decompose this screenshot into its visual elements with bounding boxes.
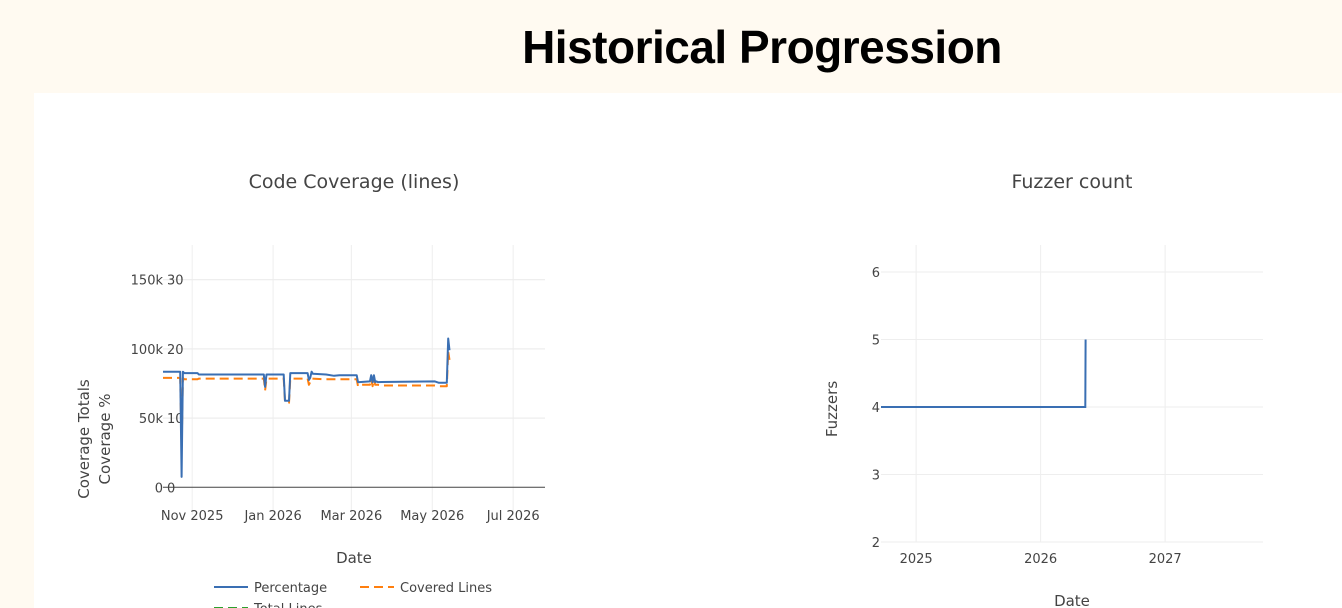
- y-tick-label-percentage: 30: [167, 274, 184, 289]
- charts-panel: Code Coverage (lines) Nov 2025 Jan 2026 Ma…: [34, 93, 1342, 608]
- chart-title: Fuzzer count: [1011, 171, 1132, 193]
- page-title: Historical Progression: [522, 21, 1002, 73]
- legend-item: Total Lines: [253, 602, 323, 608]
- y-tick-label-percentage: 0: [167, 481, 175, 496]
- y-tick-label-percentage: 10: [167, 412, 184, 427]
- y-tick-label-totals: 150k: [131, 274, 164, 289]
- series-line-fuzzers: [881, 339, 1087, 408]
- y-tick-label-totals: 100k: [131, 343, 164, 358]
- y-tick-label-totals: 0: [155, 481, 163, 496]
- y-tick-label: 3: [872, 469, 880, 484]
- y-tick-label-totals: 50k: [139, 412, 164, 427]
- y-tick-label-percentage: 20: [167, 343, 184, 358]
- legend-item: Percentage: [254, 581, 327, 596]
- x-tick-label: May 2026: [400, 509, 464, 524]
- chart-title: Code Coverage (lines): [249, 171, 460, 193]
- legend-item: Covered Lines: [400, 581, 492, 596]
- x-axis-title: Date: [1054, 592, 1090, 608]
- y-tick-label: 5: [872, 334, 880, 349]
- series-line-covered-lines: [163, 350, 451, 450]
- y-axis-title-percentage: Coverage %: [96, 394, 114, 485]
- code-coverage-chart: Code Coverage (lines) Nov 2025 Jan 2026 Ma…: [75, 171, 545, 608]
- x-tick-label: Jul 2026: [486, 509, 540, 524]
- x-tick-label: Nov 2025: [161, 509, 224, 524]
- y-axis-title-totals: Coverage Totals: [75, 379, 93, 499]
- x-tick-label: 2025: [900, 552, 933, 567]
- x-tick-label: Jan 2026: [243, 509, 301, 524]
- y-tick-label: 4: [872, 401, 880, 416]
- x-tick-label: 2027: [1149, 552, 1182, 567]
- y-tick-label: 2: [872, 536, 880, 551]
- y-axis-title: Fuzzers: [823, 381, 841, 437]
- legend[interactable]: Percentage Covered Lines Total Lines: [214, 581, 492, 608]
- x-tick-label: Mar 2026: [320, 509, 382, 524]
- x-tick-label: 2026: [1024, 552, 1057, 567]
- series-line-percentage: [163, 337, 451, 478]
- y-tick-label: 6: [872, 266, 880, 281]
- x-axis-title: Date: [336, 549, 372, 567]
